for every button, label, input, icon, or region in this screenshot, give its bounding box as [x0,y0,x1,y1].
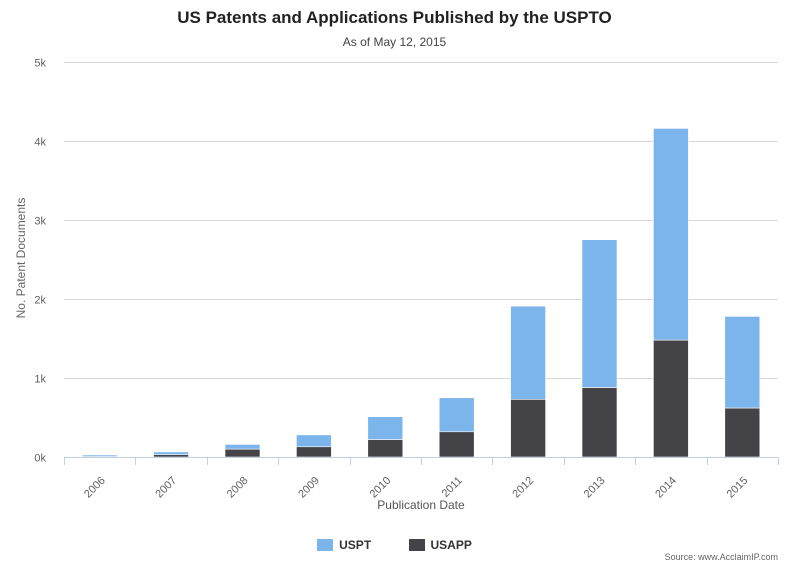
legend-item-uspt[interactable]: USPT [317,538,371,552]
bar-usapp-2015[interactable] [724,407,761,458]
bar-uspt-2007[interactable] [153,451,189,455]
bar-usapp-2009[interactable] [296,446,332,458]
x-tick-label: 2012 [510,475,536,501]
x-tick-label: 2015 [725,475,751,501]
chart-subtitle: As of May 12, 2015 [342,35,447,49]
y-tick-label: 1k [34,374,46,386]
x-axis-title: Publication Date [377,498,465,512]
legend-label-uspt: USPT [339,538,372,552]
legend-swatch-usapp [408,539,425,551]
y-tick-label: 3k [34,216,46,228]
x-tick-label: 2014 [653,475,679,501]
bar-usapp-2013[interactable] [581,387,618,458]
bar-uspt-2008[interactable] [224,444,261,450]
y-axis-title: No. Patent Documents [14,198,28,319]
bar-usapp-2008[interactable] [224,448,261,458]
x-tick-label: 2011 [440,475,465,500]
bar-uspt-2015[interactable] [724,316,761,409]
y-tick-label: 5k [34,58,46,70]
x-tick-label: 2006 [82,475,108,501]
bar-usapp-2010[interactable] [367,439,404,458]
legend: USPT USAPP [0,538,789,554]
source-note: Source: www.AcclaimIP.com [664,552,778,562]
y-tick-label: 4k [34,137,46,149]
legend-item-usapp[interactable]: USAPP [408,538,472,552]
x-tick-label: 2009 [296,475,322,501]
bar-chart: 0k 1k 2k 3k 4k 5k 2006 2007 2008 2009 2010 2011 201… [14,58,779,512]
bar-uspt-2013[interactable] [581,239,618,388]
x-tick-label: 2008 [225,475,251,501]
bar-usapp-2011[interactable] [438,431,475,458]
bar-uspt-2009[interactable] [296,434,332,448]
bar-uspt-2010[interactable] [367,416,404,440]
x-tick-label: 2013 [582,475,608,501]
bar-uspt-2012[interactable] [510,305,546,400]
bar-usapp-2012[interactable] [510,398,546,458]
x-tick-label: 2010 [368,475,394,501]
x-axis-ticks: 2006 2007 2008 2009 2010 2011 2012 2013 2014 2015 [82,475,750,501]
y-axis-ticks: 0k 1k 2k 3k 4k 5k [34,58,46,465]
bar-usapp-2014[interactable] [653,339,689,458]
y-tick-label: 2k [34,295,46,307]
chart-title: US Patents and Applications Published by… [177,8,612,27]
bar-uspt-2011[interactable] [438,397,475,433]
legend-label-usapp: USAPP [430,538,472,552]
x-axis [64,457,779,465]
bars [81,128,761,458]
bar-uspt-2014[interactable] [653,128,689,341]
y-tick-label: 0k [34,453,46,465]
legend-swatch-uspt [317,539,334,551]
x-tick-label: 2007 [153,475,179,501]
bar-uspt-2006[interactable] [81,454,118,457]
